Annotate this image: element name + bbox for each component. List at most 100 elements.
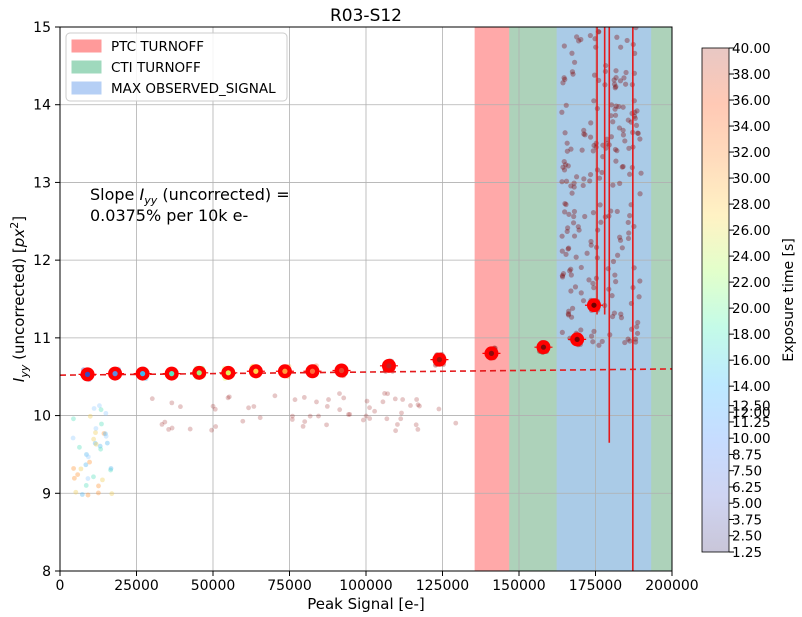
colorbar-tick-label-8: 11.25 xyxy=(732,415,771,431)
y-tick-label-0: 8 xyxy=(42,564,51,580)
scatter-point xyxy=(588,242,594,248)
scatter-point xyxy=(576,227,582,233)
scatter-point xyxy=(609,313,616,320)
scatter-point xyxy=(581,176,587,182)
scatter-point xyxy=(93,441,99,447)
scatter-point xyxy=(289,417,295,422)
colorbar-tick-label-10: 12.50 xyxy=(732,399,771,415)
scatter-point xyxy=(91,406,97,411)
scatter-point xyxy=(610,182,616,188)
scatter-point xyxy=(562,76,568,83)
scatter-point xyxy=(71,466,77,471)
scatter-point xyxy=(559,272,566,279)
scatter-point xyxy=(612,112,619,118)
mean-marker-center-12 xyxy=(488,350,495,356)
mean-marker-center-8 xyxy=(309,368,316,374)
scatter-point xyxy=(578,36,584,43)
scatter-point xyxy=(626,230,632,236)
x-tick-label-4: 100000 xyxy=(339,578,392,594)
mean-marker-center-9 xyxy=(338,367,345,374)
scatter-point xyxy=(372,408,378,414)
scatter-point xyxy=(565,311,571,317)
scatter-point xyxy=(613,83,619,90)
scatter-point xyxy=(71,416,76,422)
scatter-point xyxy=(613,75,619,81)
x-tick-label-5: 125000 xyxy=(416,578,469,594)
scatter-point xyxy=(620,132,627,138)
scatter-point xyxy=(453,420,459,426)
scatter-point xyxy=(564,140,570,146)
scatter-point xyxy=(591,142,597,149)
scatter-point xyxy=(571,180,577,186)
scatter-point xyxy=(637,191,643,197)
scatter-point xyxy=(257,415,263,421)
y-tick-label-2: 10 xyxy=(33,409,51,425)
scatter-point xyxy=(77,444,82,450)
scatter-point xyxy=(626,145,632,151)
scatter-point xyxy=(617,237,624,243)
scatter-point xyxy=(92,440,98,446)
scatter-point xyxy=(617,180,623,186)
scatter-point xyxy=(591,98,597,104)
scatter-point xyxy=(615,252,621,258)
scatter-point xyxy=(568,272,574,278)
scatter-point xyxy=(363,413,369,419)
scatter-point xyxy=(637,136,643,142)
y-tick-label-4: 12 xyxy=(33,253,51,269)
legend-swatch-1 xyxy=(71,60,102,74)
scatter-point xyxy=(337,407,343,413)
scatter-point xyxy=(85,476,91,481)
scatter-point xyxy=(625,219,631,226)
scatter-point xyxy=(566,211,572,217)
scatter-point xyxy=(559,274,566,280)
scatter-point xyxy=(417,403,422,409)
scatter-point xyxy=(599,338,605,345)
scatter-point xyxy=(611,81,618,87)
mean-marker-center-1 xyxy=(112,371,118,377)
scatter-point xyxy=(93,430,98,436)
scatter-point xyxy=(635,130,641,136)
colorbar-tick-label-6: 8.75 xyxy=(732,447,762,463)
mean-marker-center-13 xyxy=(540,344,547,350)
scatter-point xyxy=(571,208,578,215)
scatter-point xyxy=(99,421,104,427)
scatter-point xyxy=(562,200,568,207)
x-tick-label-2: 50000 xyxy=(191,578,236,594)
colorbar-tick-label-23: 38.00 xyxy=(732,67,771,83)
scatter-point xyxy=(627,171,633,177)
scatter-point xyxy=(591,285,597,291)
scatter-point xyxy=(93,426,99,431)
scatter-point xyxy=(70,435,76,441)
scatter-point xyxy=(187,426,193,432)
scatter-point xyxy=(633,122,640,128)
scatter-point xyxy=(314,399,319,405)
scatter-point xyxy=(596,175,603,181)
scatter-point xyxy=(590,280,596,286)
x-tick-label-8: 200000 xyxy=(645,578,698,594)
scatter-point xyxy=(582,213,588,220)
legend: PTC TURNOFF CTI TURNOFF MAX OBSERVED_SIGNA… xyxy=(65,32,288,102)
colorbar-tick-label-11: 14.00 xyxy=(732,379,771,395)
scatter-point xyxy=(629,110,635,117)
scatter-point xyxy=(620,163,626,170)
scatter-point xyxy=(85,492,91,498)
scatter-point xyxy=(360,417,366,423)
scatter-point xyxy=(83,483,89,488)
scatter-point xyxy=(559,248,565,254)
colorbar-tick-label-22: 36.00 xyxy=(732,93,771,109)
mean-marker-center-7 xyxy=(282,368,288,374)
scatter-point xyxy=(561,75,567,81)
scatter-point xyxy=(169,425,175,431)
scatter-point xyxy=(618,44,624,50)
scatter-point xyxy=(578,327,584,333)
scatter-point xyxy=(563,251,569,257)
scatter-point xyxy=(617,78,624,84)
scatter-point xyxy=(576,38,582,44)
colorbar-tick-label-19: 30.00 xyxy=(732,171,771,187)
scatter-point xyxy=(560,80,566,86)
colorbar: 1.252.503.755.006.257.508.7510.0011.2512… xyxy=(701,41,771,561)
slope-annotation-line2: 0.0375% per 10k e- xyxy=(90,206,248,225)
scatter-point xyxy=(103,431,108,437)
scatter-point xyxy=(587,178,593,184)
scatter-point xyxy=(578,290,584,296)
